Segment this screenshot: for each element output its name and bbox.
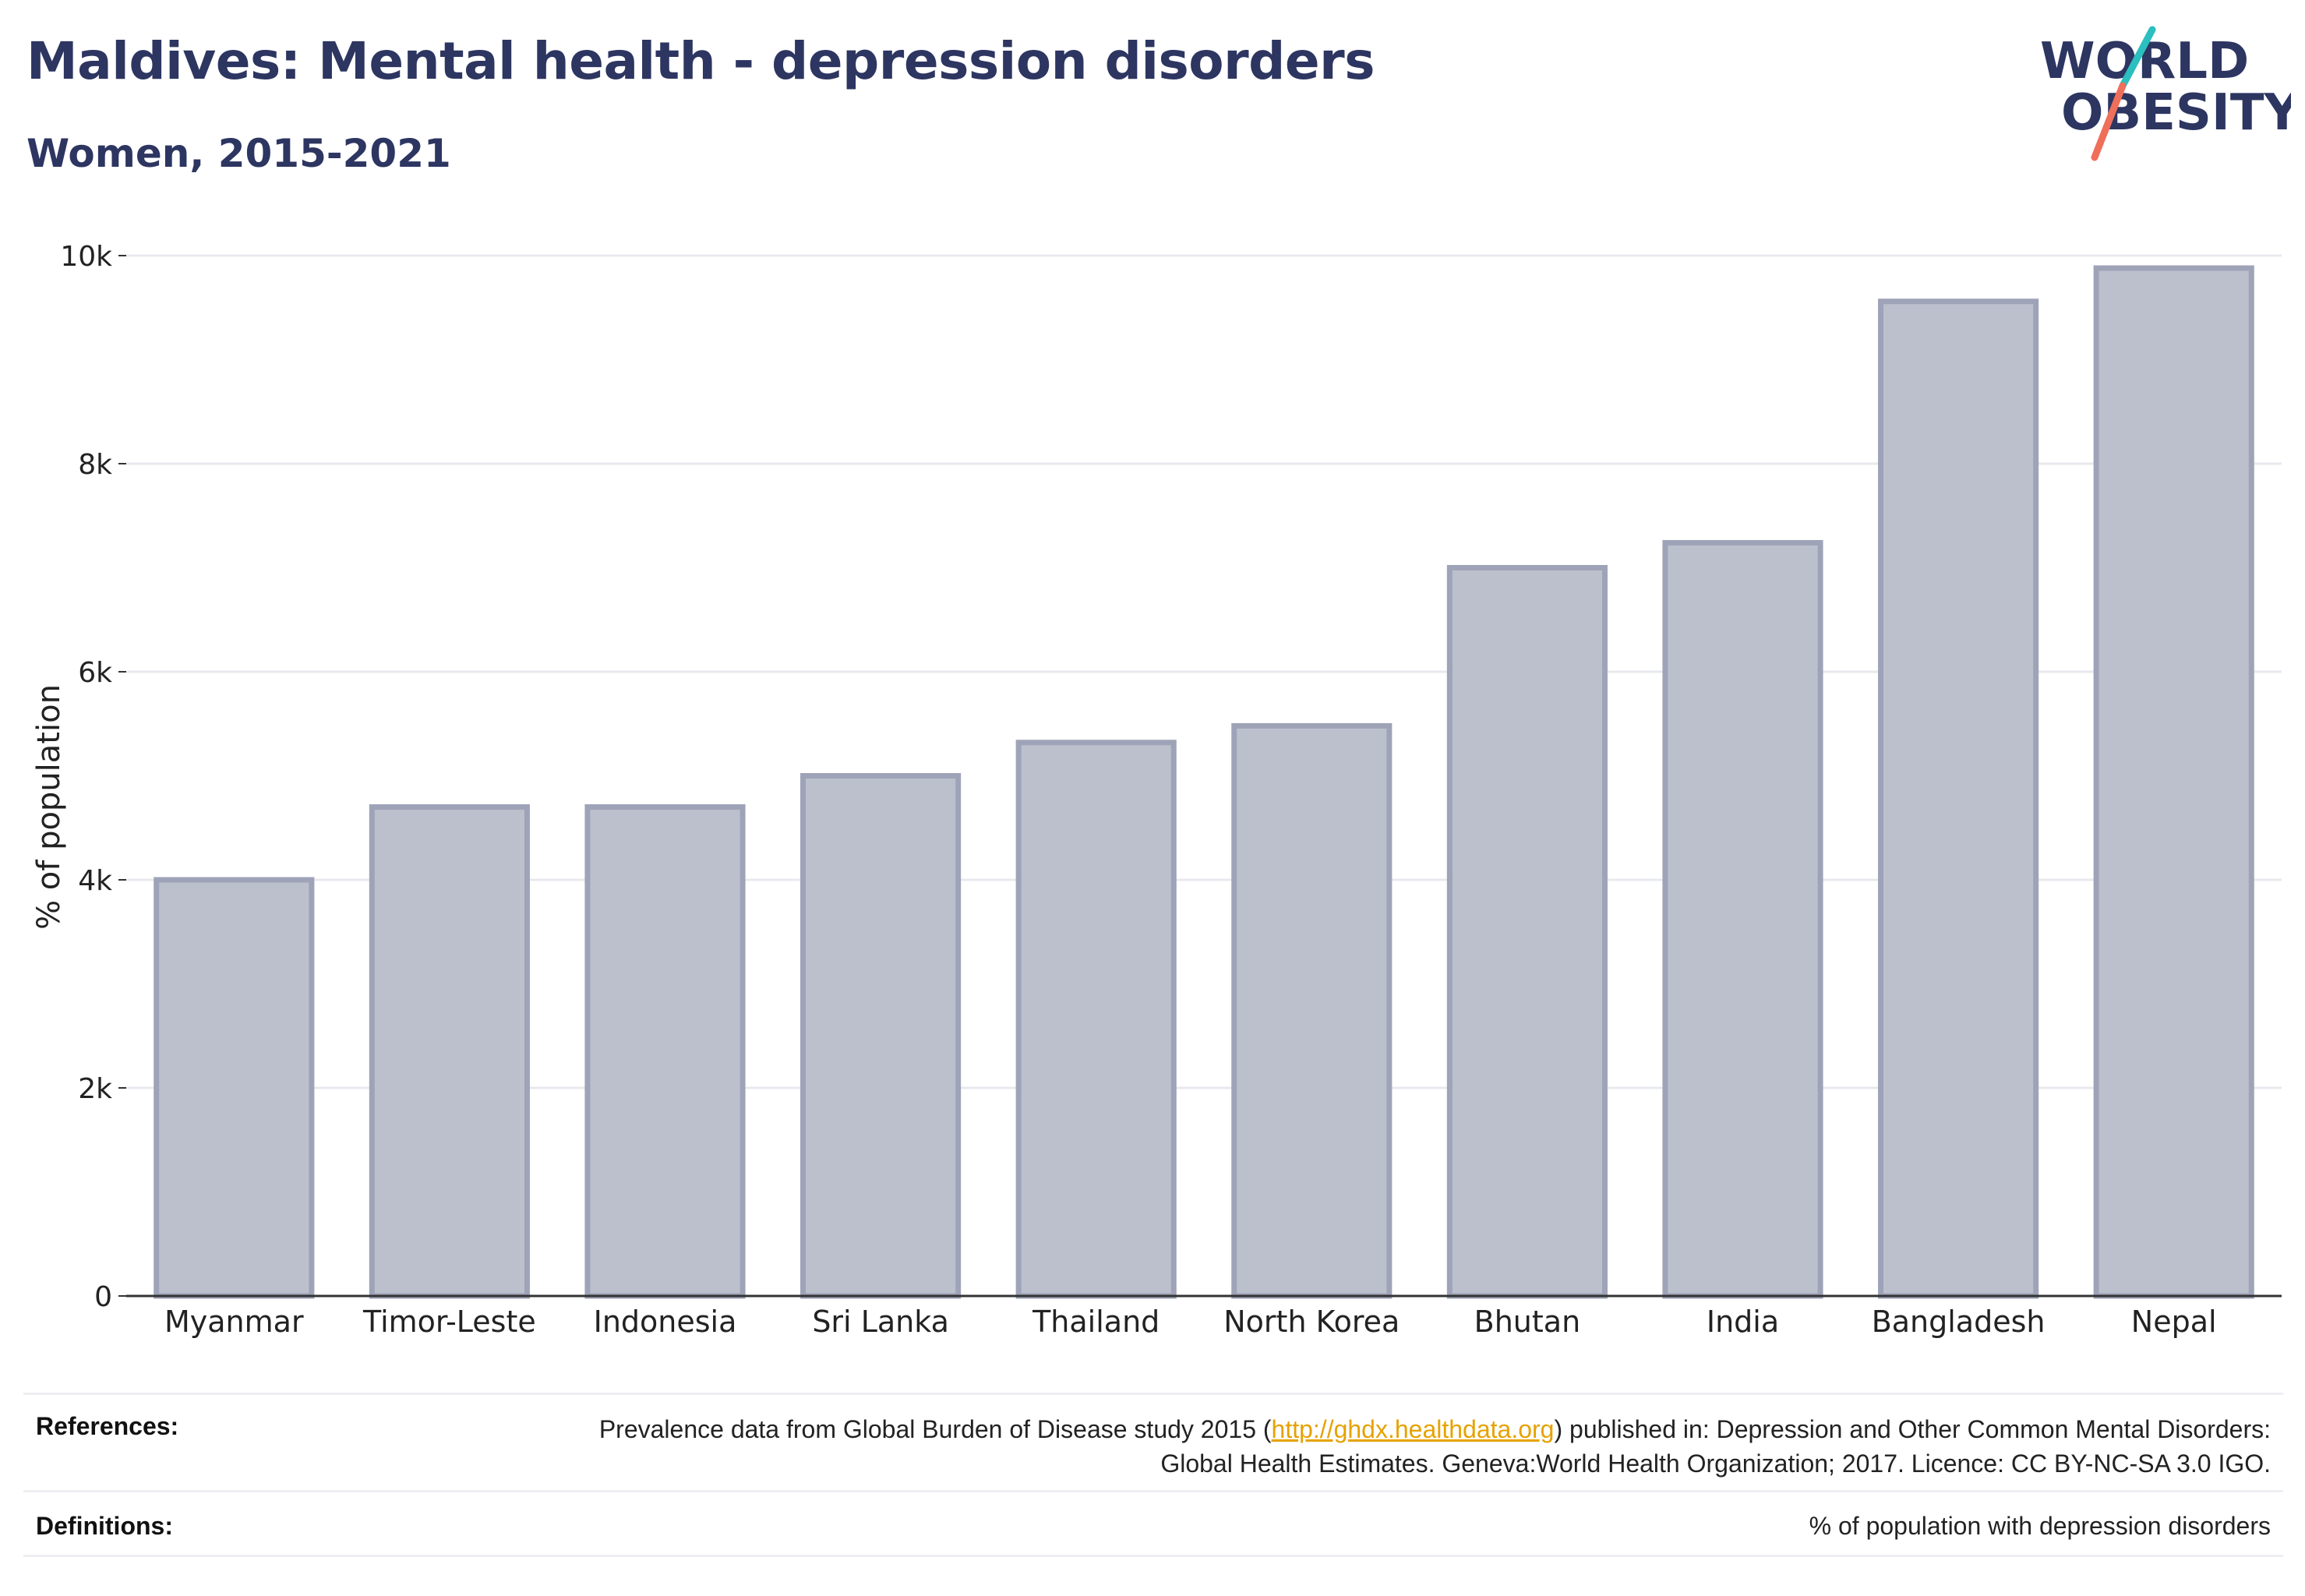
x-tick-label-5: North Korea — [1223, 1305, 1400, 1339]
footer-divider-top — [23, 1393, 2283, 1395]
logo-slash-teal — [2119, 26, 2156, 90]
y-tick-label-2: 4k — [78, 865, 112, 897]
x-tick-label-9: Nepal — [2131, 1305, 2217, 1339]
bar-nepal[interactable] — [2093, 265, 2254, 1299]
logo-word-obesity: OBESITY — [2061, 84, 2291, 142]
y-tick-label-3: 6k — [78, 657, 112, 689]
x-tick-label-4: Thailand — [1032, 1305, 1160, 1339]
x-tick-label-6: Bhutan — [1474, 1305, 1581, 1339]
x-tick-label-1: Timor-Leste — [362, 1305, 536, 1339]
x-tick-label-8: Bangladesh — [1872, 1305, 2046, 1339]
bar-thailand[interactable] — [1015, 740, 1177, 1299]
bar-india[interactable] — [1662, 539, 1823, 1299]
axes: 0 2k 4k 6k 8k 10k Myanmar Timor-Leste Indonesia S… — [60, 241, 2282, 1339]
definitions-label: Definitions: — [36, 1512, 173, 1540]
footer-divider-middle — [23, 1490, 2283, 1492]
world-obesity-logo: WORLD OBESITY — [2040, 26, 2291, 161]
bars — [154, 265, 2254, 1299]
x-tick-label-0: Myanmar — [164, 1305, 304, 1339]
y-tick-label-5: 10k — [60, 241, 112, 273]
bar-chart: 0 2k 4k 6k 8k 10k Myanmar Timor-Leste Indonesia S… — [31, 241, 2282, 1339]
bar-bhutan[interactable] — [1446, 565, 1608, 1299]
y-tick-label-4: 8k — [78, 449, 112, 481]
bar-indonesia[interactable] — [584, 804, 746, 1299]
chart-subtitle: Women, 2015-2021 — [26, 131, 451, 176]
y-tick-label-1: 2k — [78, 1073, 112, 1105]
references-text-before: Prevalence data from Global Burden of Di… — [598, 1415, 1272, 1443]
bar-bangladesh[interactable] — [1878, 298, 2039, 1299]
references-text: Prevalence data from Global Burden of Di… — [556, 1412, 2271, 1481]
bar-myanmar[interactable] — [154, 877, 315, 1299]
references-label: References: — [36, 1412, 179, 1440]
footer-divider-bottom — [23, 1555, 2283, 1557]
bar-north-korea[interactable] — [1231, 722, 1393, 1299]
logo-slash-coral — [2091, 82, 2127, 161]
bar-timor-leste[interactable] — [369, 804, 530, 1299]
y-tick-label-0: 0 — [94, 1281, 112, 1313]
y-axis-label: % of population — [31, 684, 67, 930]
x-tick-label-2: Indonesia — [594, 1305, 737, 1339]
chart-title: Maldives: Mental health - depression dis… — [26, 31, 1375, 91]
x-tick-label-7: India — [1707, 1305, 1779, 1339]
bar-sri-lanka[interactable] — [800, 773, 962, 1299]
references-link[interactable]: http://ghdx.healthdata.org — [1271, 1415, 1555, 1443]
references-text-after: ) published in: Depression and Other Com… — [1160, 1415, 2271, 1478]
definitions-text: % of population with depression disorder… — [1809, 1512, 2271, 1540]
x-tick-label-3: Sri Lanka — [812, 1305, 949, 1339]
